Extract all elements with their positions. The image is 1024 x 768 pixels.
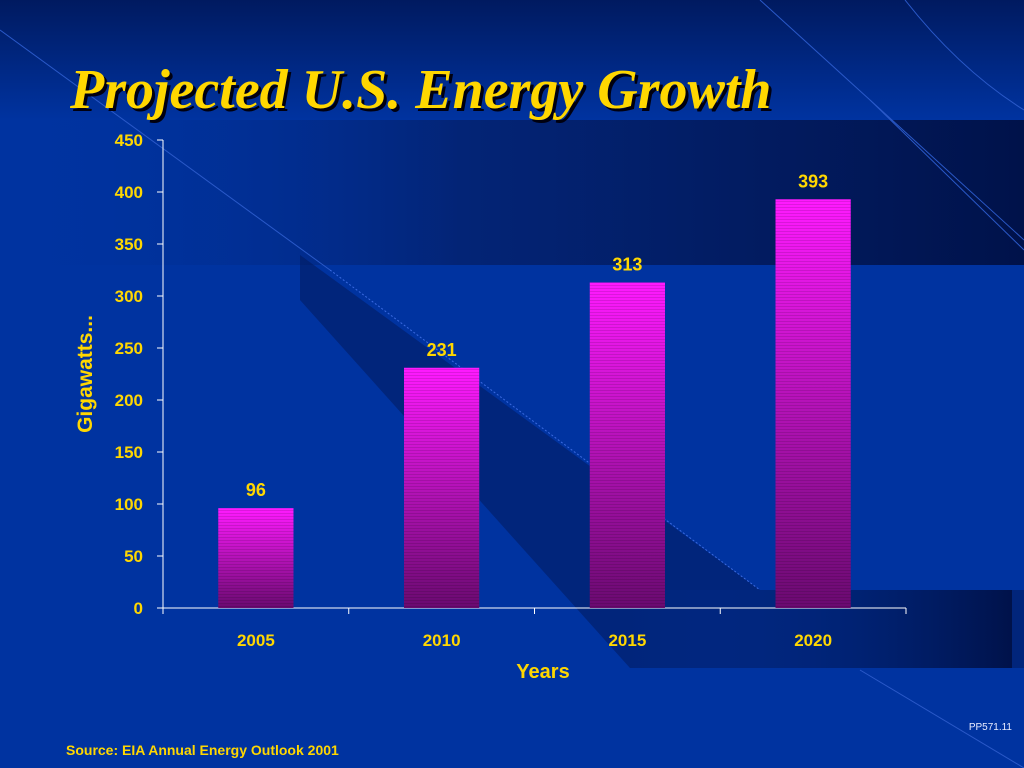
y-tick-label: 100 [115,495,143,514]
bar-texture [404,367,480,608]
data-label: 313 [612,254,642,274]
x-axis-title: Years [516,661,569,683]
deco-line [759,0,1024,241]
x-tick-label: 2005 [237,631,275,650]
bars: 96 231 313 393 [218,171,851,608]
data-label: 96 [246,480,266,500]
bar-texture [589,282,665,608]
deco-line [859,669,1024,768]
y-tick-label: 250 [115,339,143,358]
y-tick-label: 150 [115,443,143,462]
x-tick-label: 2010 [423,631,461,650]
slide-code: PP571.11 [968,722,1012,733]
deco-line [329,269,761,591]
data-label: 231 [427,340,457,360]
deco-arc [904,0,1024,111]
dark-band [0,120,1024,265]
y-tick-label: 400 [115,183,143,202]
y-tick-label: 450 [115,131,143,150]
y-axis: 0 50 100 150 200 250 300 350 400 450 [115,131,164,618]
deco-line [0,29,331,271]
y-tick-label: 50 [124,547,143,566]
bar-texture [218,508,294,608]
top-shade [0,0,1024,120]
y-axis-title: Gigawatts... [74,315,97,433]
y-tick-label: 300 [115,287,143,306]
deco-line [869,99,1024,251]
x-tick-label: 2020 [794,631,832,650]
slide-title: Projected U.S. Energy Growth [70,59,772,121]
x-axis: 2005 2010 2015 2020 [162,607,907,650]
source-note: Source: EIA Annual Energy Outlook 2001 [66,742,339,758]
y-tick-label: 0 [134,599,143,618]
y-tick-label: 200 [115,391,143,410]
y-tick-label: 350 [115,235,143,254]
x-tick-label: 2015 [608,631,646,650]
bar-texture [775,199,851,608]
data-label: 393 [798,171,828,191]
